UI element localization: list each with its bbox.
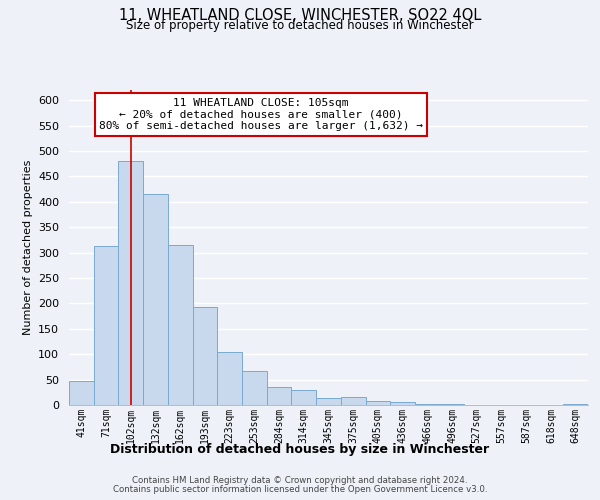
Bar — [69, 381, 94, 405]
Y-axis label: Number of detached properties: Number of detached properties — [23, 160, 32, 335]
Bar — [563, 404, 588, 405]
Bar — [217, 352, 242, 405]
Bar — [415, 404, 440, 405]
Bar — [242, 371, 267, 405]
Bar — [440, 404, 464, 405]
Bar — [267, 386, 292, 405]
Text: Distribution of detached houses by size in Winchester: Distribution of detached houses by size … — [110, 442, 490, 456]
Bar — [193, 308, 217, 405]
Bar — [390, 402, 415, 405]
Text: Size of property relative to detached houses in Winchester: Size of property relative to detached ho… — [126, 18, 474, 32]
Bar — [168, 246, 193, 405]
Bar — [365, 402, 390, 405]
Bar — [341, 398, 365, 405]
Text: Contains public sector information licensed under the Open Government Licence v3: Contains public sector information licen… — [113, 485, 487, 494]
Bar — [292, 390, 316, 405]
Bar — [118, 161, 143, 405]
Text: Contains HM Land Registry data © Crown copyright and database right 2024.: Contains HM Land Registry data © Crown c… — [132, 476, 468, 485]
Text: 11, WHEATLAND CLOSE, WINCHESTER, SO22 4QL: 11, WHEATLAND CLOSE, WINCHESTER, SO22 4Q… — [119, 8, 481, 22]
Text: 11 WHEATLAND CLOSE: 105sqm
← 20% of detached houses are smaller (400)
80% of sem: 11 WHEATLAND CLOSE: 105sqm ← 20% of deta… — [99, 98, 423, 131]
Bar — [316, 398, 341, 405]
Bar — [143, 194, 168, 405]
Bar — [94, 246, 118, 405]
